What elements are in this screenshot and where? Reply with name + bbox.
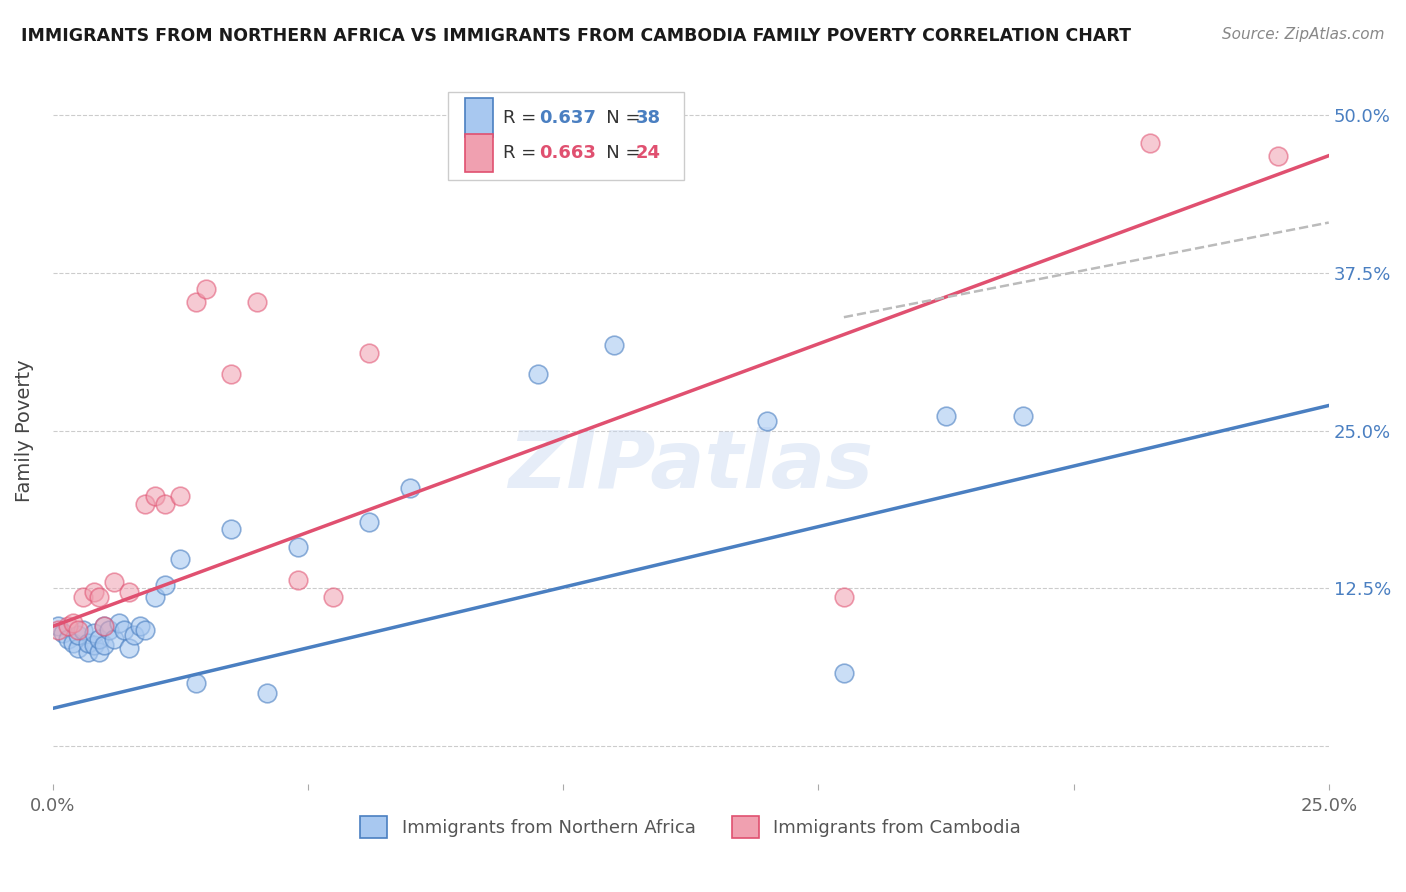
Point (756, 414, 779, 428)
Text: 24: 24 (636, 144, 661, 162)
Point (87, 644, 110, 658)
Point (169, 489, 191, 503)
Text: N =: N = (589, 109, 645, 127)
Point (134, 497, 156, 511)
Point (1267, 149, 1289, 163)
Point (77, 636, 100, 650)
FancyBboxPatch shape (465, 98, 494, 137)
Point (359, 345, 381, 359)
Point (93, 619, 115, 633)
Point (832, 666, 855, 681)
Point (112, 623, 135, 637)
FancyBboxPatch shape (465, 134, 494, 172)
Point (72, 591, 94, 605)
Point (87, 591, 110, 605)
Point (935, 409, 957, 423)
Point (62, 615, 84, 630)
Text: R =: R = (503, 109, 543, 127)
Point (93, 619, 115, 633)
Point (184, 295, 207, 310)
Point (83, 625, 105, 640)
Point (153, 497, 176, 511)
Point (103, 632, 125, 646)
Text: 0.637: 0.637 (538, 109, 596, 127)
Point (67, 640, 90, 655)
Point (56, 619, 79, 633)
Point (134, 623, 156, 637)
Text: 0.663: 0.663 (538, 144, 596, 162)
Point (128, 619, 150, 633)
Point (221, 367, 243, 381)
Point (67, 628, 90, 642)
Point (287, 540, 309, 554)
Text: 38: 38 (636, 109, 661, 127)
Point (67, 623, 90, 637)
Point (62, 636, 84, 650)
Point (108, 615, 131, 630)
Point (246, 295, 269, 310)
Point (93, 638, 115, 652)
Point (832, 591, 855, 605)
Point (169, 552, 191, 566)
Point (221, 522, 243, 536)
Point (322, 591, 344, 605)
Point (124, 628, 146, 642)
Point (83, 638, 105, 652)
Point (97, 623, 120, 637)
Point (118, 640, 141, 655)
Point (194, 282, 217, 296)
Point (103, 575, 125, 590)
Text: IMMIGRANTS FROM NORTHERN AFRICA VS IMMIGRANTS FROM CAMBODIA FAMILY POVERTY CORRE: IMMIGRANTS FROM NORTHERN AFRICA VS IMMIG… (21, 27, 1130, 45)
Text: ZIPatlas: ZIPatlas (508, 427, 873, 505)
FancyBboxPatch shape (449, 92, 685, 180)
Point (399, 481, 422, 495)
Point (77, 644, 100, 658)
Point (72, 623, 94, 637)
Point (603, 338, 626, 352)
Point (184, 676, 207, 690)
Point (1139, 136, 1161, 150)
Point (83, 585, 105, 599)
Point (56, 632, 79, 646)
Point (143, 591, 166, 605)
Point (256, 686, 278, 700)
Point (46, 623, 69, 637)
Point (46, 619, 69, 633)
Point (1011, 409, 1033, 423)
Text: R =: R = (503, 144, 543, 162)
Text: Source: ZipAtlas.com: Source: ZipAtlas.com (1222, 27, 1385, 42)
Text: N =: N = (589, 144, 645, 162)
Point (52, 625, 75, 640)
Point (359, 515, 381, 529)
Point (287, 573, 309, 587)
Point (153, 577, 176, 591)
Point (526, 367, 548, 381)
Point (87, 632, 110, 646)
Point (143, 489, 166, 503)
Y-axis label: Family Poverty: Family Poverty (15, 359, 34, 502)
Legend: Immigrants from Northern Africa, Immigrants from Cambodia: Immigrants from Northern Africa, Immigra… (353, 809, 1028, 846)
Point (118, 585, 141, 599)
